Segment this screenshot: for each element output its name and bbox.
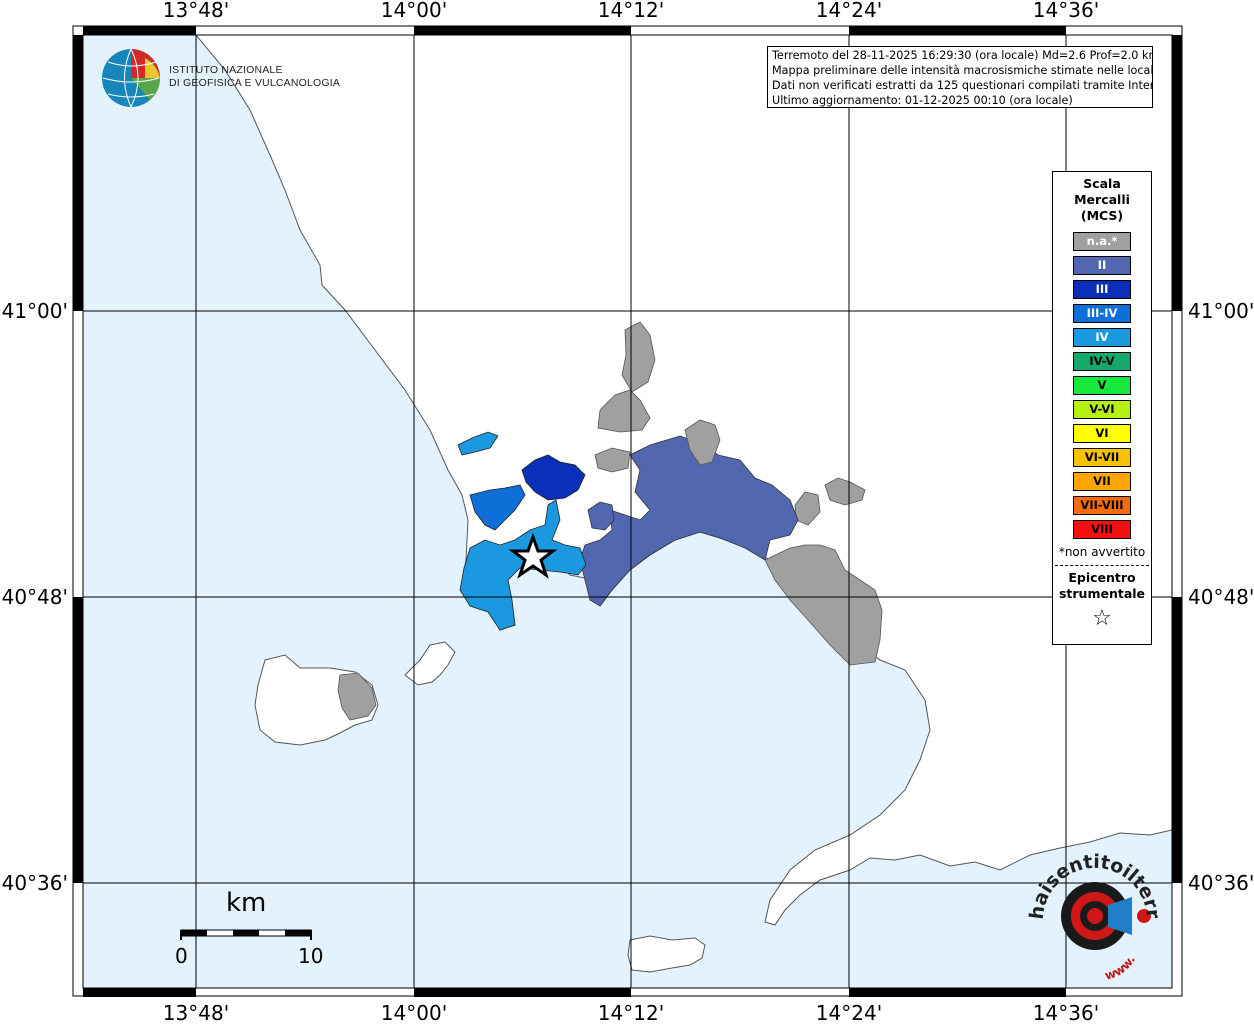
lat-tick-label-left: 41°00' (2, 299, 68, 323)
ingv-logo: ISTITUTO NAZIONALE DI GEOFISICA E VULCAN… (169, 64, 340, 90)
legend-epicenter-label: Epicentro strumentale (1058, 570, 1146, 601)
legend-divider (1055, 565, 1149, 566)
sorrento-na-area (764, 544, 883, 666)
star-icon: ☆ (1092, 606, 1112, 631)
legend-swatch: VIII (1073, 520, 1131, 539)
north-na-area-3 (684, 419, 721, 466)
legend-swatch: VII (1073, 472, 1131, 491)
event-info-line: Ultimo aggiornamento: 01-12-2025 00:10 (… (772, 94, 1073, 107)
legend-swatch: V-VI (1073, 400, 1131, 419)
legend-swatch: II (1073, 256, 1131, 275)
legend-swatch: n.a.* (1073, 232, 1131, 251)
scale-bar (180, 929, 312, 940)
lon-tick-label-bottom: 13°48' (163, 1001, 229, 1024)
legend-swatch: IV (1073, 328, 1131, 347)
legend-note: *non avvertito (1058, 545, 1146, 559)
lat-tick-label-right: 40°48' (1188, 585, 1254, 609)
event-info-line: Mappa preliminare delle intensità macros… (772, 64, 1153, 77)
north-na-area (597, 389, 651, 433)
lon-tick-label-bottom: 14°12' (598, 1001, 664, 1024)
logo-line: DI GEOFISICA E VULCANOLOGIA (169, 77, 341, 89)
event-info-line: Terremoto del 28-11-2025 16:29:30 (ora l… (772, 49, 1153, 62)
epicenter-star-icon (508, 532, 558, 579)
lon-tick-label-top: 14°24' (816, 0, 882, 22)
event-info-line: Dati non verificati estratti da 125 ques… (772, 79, 1153, 92)
legend-swatch: III-IV (1073, 304, 1131, 323)
intensity-II-area (579, 435, 799, 607)
lat-tick-label-left: 40°48' (2, 585, 68, 609)
lat-tick-label-right: 40°36' (1188, 871, 1254, 895)
lon-tick-label-bottom: 14°24' (816, 1001, 882, 1024)
intensity-IV-area-2 (457, 431, 499, 456)
megaphone-icon (1061, 882, 1151, 950)
legend-swatch: VI-VII (1073, 448, 1131, 467)
grid-lines (83, 35, 1172, 988)
east-na-area-2 (824, 477, 866, 506)
north-na-area-2 (621, 321, 656, 393)
procida-island (404, 641, 456, 686)
scale-min-label: 0 (175, 944, 188, 968)
legend-swatch: III (1073, 280, 1131, 299)
map-frame (72, 25, 1183, 997)
ischia-na-area (337, 672, 377, 721)
lon-tick-label-top: 14°12' (598, 0, 664, 22)
legend-swatch: VII-VIII (1073, 496, 1131, 515)
legend-items: n.a.* II III III-IV IV IV-V V V-VI VI VI-VII VII VI… (1053, 232, 1151, 539)
globe-icon (102, 48, 161, 108)
lon-tick-label-top: 13°48' (163, 0, 229, 22)
lon-tick-label-top: 14°36' (1033, 0, 1099, 22)
north-na-area-4 (594, 447, 631, 473)
event-info-box: Terremoto del 28-11-2025 16:29:30 (ora l… (767, 46, 1153, 108)
intensity-legend: Scala Mercalli (MCS) n.a.* II III III-IV IV I… (1052, 171, 1152, 645)
lon-tick-label-top: 14°00' (381, 0, 447, 22)
lat-tick-label-right: 41°00' (1188, 299, 1254, 323)
legend-title: Scala Mercalli (MCS) (1074, 176, 1130, 223)
scale-max-label: 10 (298, 944, 324, 968)
intensity-III-IV-area (469, 484, 526, 531)
intensity-III-area (521, 454, 586, 501)
lon-tick-label-bottom: 14°00' (381, 1001, 447, 1024)
legend-swatch: VI (1073, 424, 1131, 443)
intensity-II-area-2 (587, 501, 615, 531)
legend-swatch: IV-V (1073, 352, 1131, 371)
lat-tick-label-left: 40°36' (2, 871, 68, 895)
scale-unit-label: km (226, 888, 267, 918)
legend-swatch: V (1073, 376, 1131, 395)
logo-line: ISTITUTO NAZIONALE (169, 64, 283, 76)
lon-tick-label-bottom: 14°36' (1033, 1001, 1099, 1024)
